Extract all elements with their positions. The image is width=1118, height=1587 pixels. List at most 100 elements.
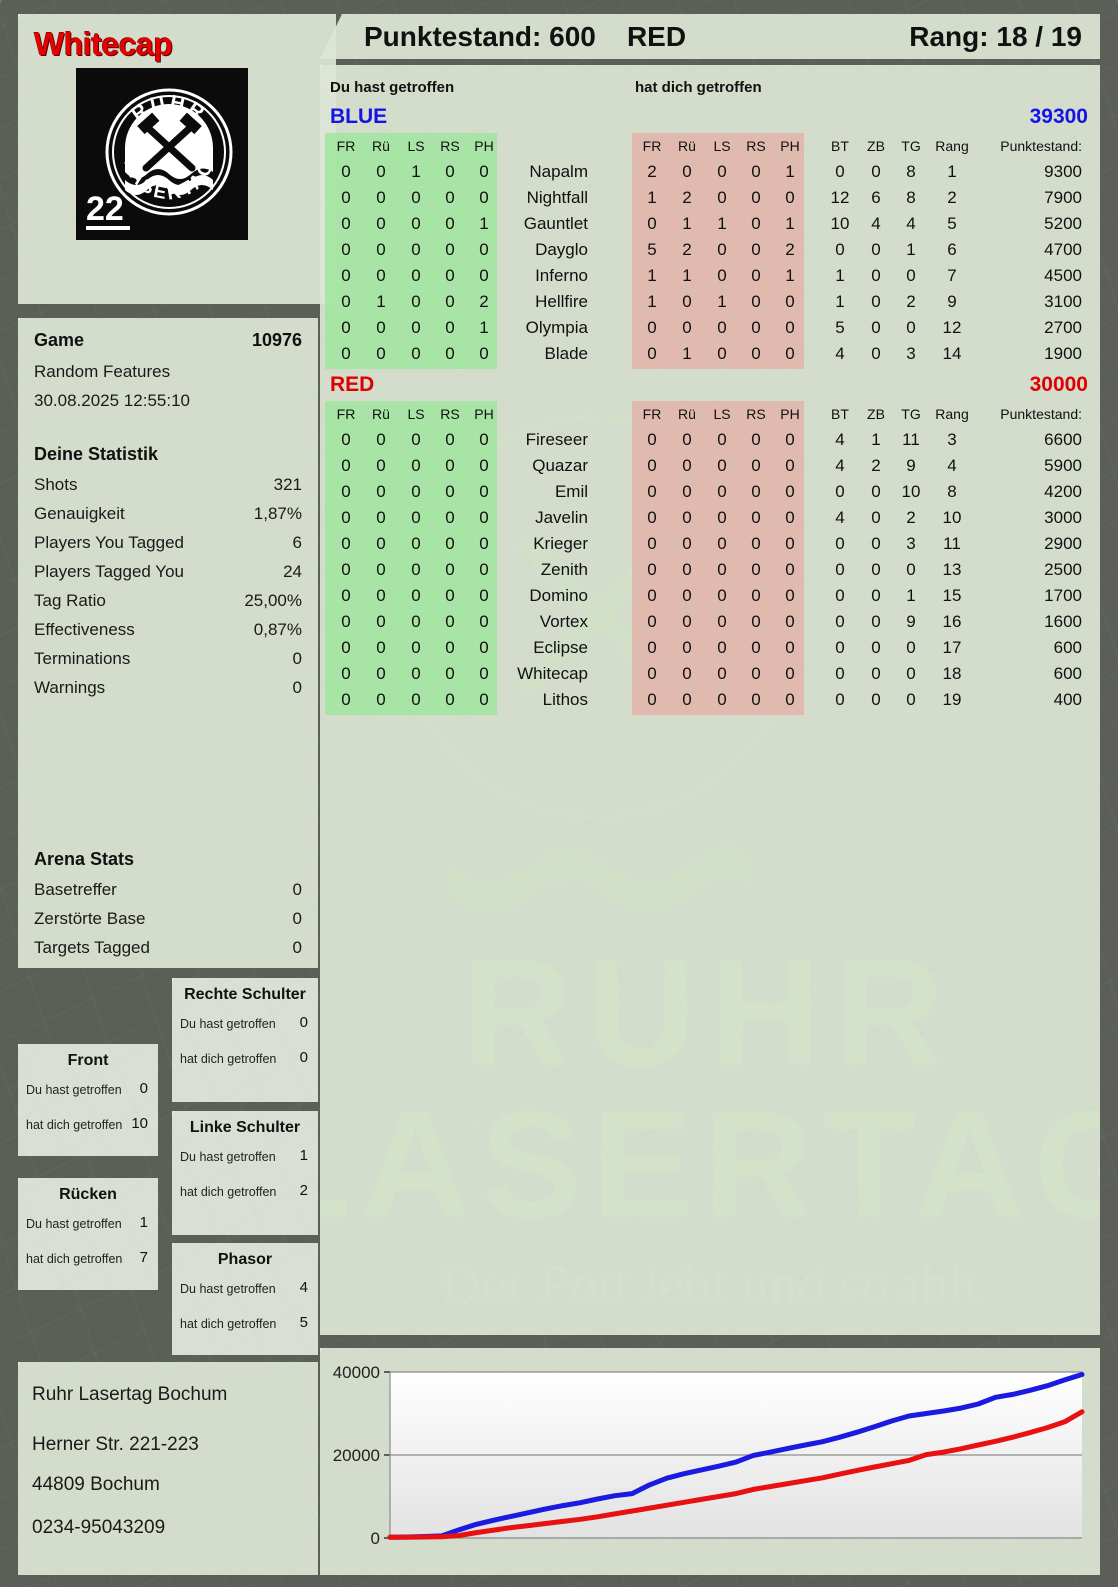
body-part-box-ruecken: Rücken Du hast getroffen 1 hat dich getroff… [18, 1178, 158, 1290]
table-row[interactable]: 0 0 0 0 0 Zenith 0 0 0 0 0 0 0 0 13 2500 [320, 557, 1100, 583]
cell-Rang: 3 [947, 430, 957, 449]
table-row[interactable]: 0 0 0 0 0 Quazar 0 0 0 0 0 4 2 9 4 5900 [320, 453, 1100, 479]
cell-you-LS: 0 [411, 638, 421, 657]
table-row[interactable]: 0 0 0 0 0 Eclipse 0 0 0 0 0 0 0 0 17 600 [320, 635, 1100, 661]
table-row[interactable]: 0 0 0 0 0 Domino 0 0 0 0 0 0 0 1 15 1700 [320, 583, 1100, 609]
cell-Rang: 10 [942, 508, 962, 527]
player-name: Fireseer [525, 430, 588, 449]
cell-TG: 2 [906, 508, 916, 527]
cell-you-PH: 0 [479, 534, 489, 553]
table-row[interactable]: 0 0 0 0 0 Fireseer 0 0 0 0 0 4 1 11 3 6600 [320, 427, 1100, 453]
your-stat-value: 0,87% [253, 620, 302, 639]
cell-you-Rü: 0 [376, 188, 386, 207]
cell-BT: 4 [835, 430, 845, 449]
your-stat-value: 321 [273, 475, 302, 494]
player-header-panel: Whitecap RUHR [18, 14, 336, 304]
player-name: Vortex [539, 612, 588, 631]
col-header-you-PH: PH [474, 406, 494, 422]
cell-them-PH: 1 [785, 162, 795, 181]
cell-them-FR: 0 [647, 344, 657, 363]
cell-you-RS: 0 [445, 586, 455, 605]
club-logo: RUHR LASERTAG 22 [76, 68, 248, 240]
cell-you-PH: 2 [479, 292, 489, 311]
cell-you-FR: 0 [341, 690, 351, 709]
cell-you-Rü: 0 [376, 456, 386, 475]
cell-you-RS: 0 [445, 214, 455, 233]
chart-svg: 0 20000 40000 [333, 1363, 1085, 1548]
table-row[interactable]: 0 0 0 0 1 Olympia 0 0 0 0 0 5 0 0 12 2700 [320, 315, 1100, 341]
cell-you-RS: 0 [445, 508, 455, 527]
table-row[interactable]: 0 0 0 0 1 Gauntlet 0 1 1 0 1 10 4 4 5 5200 [320, 211, 1100, 237]
your-stat-label: Terminations [34, 649, 131, 668]
table-row[interactable]: 0 0 1 0 0 Napalm 2 0 0 0 1 0 0 8 1 9300 [320, 159, 1100, 185]
cell-score: 1600 [1044, 612, 1082, 631]
col-header-them-PH: PH [780, 406, 800, 422]
table-row[interactable]: 0 0 0 0 0 Whitecap 0 0 0 0 0 0 0 0 18 600 [320, 661, 1100, 687]
table-row[interactable]: 0 0 0 0 0 Lithos 0 0 0 0 0 0 0 0 19 400 [320, 687, 1100, 713]
table-row[interactable]: 0 0 0 0 0 Dayglo 5 2 0 0 2 0 0 1 6 4700 [320, 237, 1100, 263]
your-stat-label: Players You Tagged [34, 533, 184, 552]
game-id: 10976 [251, 330, 302, 350]
cell-them-PH: 0 [785, 344, 795, 363]
cell-you-Rü: 0 [376, 430, 386, 449]
cell-TG: 8 [906, 188, 916, 207]
table-row[interactable]: 0 0 0 0 0 Javelin 0 0 0 0 0 4 0 2 10 3000 [320, 505, 1100, 531]
cell-them-PH: 0 [785, 638, 795, 657]
cell-them-FR: 5 [647, 240, 657, 259]
cell-Rang: 7 [947, 266, 957, 285]
watermark-word1: RUHR [462, 928, 957, 1098]
cell-you-LS: 0 [411, 214, 421, 233]
cell-you-FR: 0 [341, 266, 351, 285]
table-row[interactable]: 0 0 0 0 0 Krieger 0 0 0 0 0 0 0 3 11 2900 [320, 531, 1100, 557]
cell-them-Rü: 0 [682, 638, 692, 657]
col-header-you-RS: RS [440, 406, 460, 422]
col-header-them-FR: FR [642, 406, 662, 422]
table-row[interactable]: 0 0 0 0 0 Emil 0 0 0 0 0 0 0 10 8 4200 [320, 479, 1100, 505]
cell-you-PH: 0 [479, 162, 489, 181]
team-total-blue: 39300 [1029, 105, 1088, 128]
chart-ytick-label: 20000 [333, 1446, 380, 1465]
stats-panel: Game 10976 Random Features 30.08.2025 12… [18, 318, 318, 968]
cell-them-PH: 0 [785, 586, 795, 605]
team-name-blue: BLUE [330, 105, 388, 128]
cell-them-RS: 0 [751, 560, 761, 579]
cell-them-LS: 1 [717, 214, 727, 233]
table-row[interactable]: 0 0 0 0 0 Vortex 0 0 0 0 0 0 0 9 16 1600 [320, 609, 1100, 635]
cell-you-LS: 0 [411, 292, 421, 311]
body-part-box-linke-schulter: Linke Schulter Du hast getroffen 1 hat dich… [172, 1111, 318, 1235]
cell-you-LS: 0 [411, 586, 421, 605]
cell-you-PH: 0 [479, 638, 489, 657]
cell-them-Rü: 0 [682, 482, 692, 501]
table-row[interactable]: 0 0 0 0 0 Blade 0 1 0 0 0 4 0 3 14 1900 [320, 341, 1100, 367]
arena-stat-label: Zerstörte Base [34, 909, 146, 928]
cell-ZB: 0 [871, 690, 881, 709]
cell-them-LS: 0 [717, 482, 727, 501]
cell-Rang: 9 [947, 292, 957, 311]
body-part-title: Rücken [59, 1186, 117, 1203]
arena-stat-value: 0 [292, 909, 302, 928]
cell-score: 2700 [1044, 318, 1082, 337]
your-stat-value: 6 [292, 533, 302, 552]
cell-you-FR: 0 [341, 344, 351, 363]
cell-score: 7900 [1044, 188, 1082, 207]
cell-TG: 0 [906, 266, 916, 285]
cell-score: 2900 [1044, 534, 1082, 553]
cell-them-RS: 0 [751, 266, 761, 285]
cell-Rang: 8 [947, 482, 957, 501]
cell-ZB: 0 [871, 508, 881, 527]
cell-them-RS: 0 [751, 318, 761, 337]
your-stat-value: 0 [292, 649, 302, 668]
cell-BT: 0 [835, 690, 845, 709]
game-title: Game [34, 330, 85, 350]
player-name: Krieger [533, 534, 588, 553]
table-row[interactable]: 0 0 0 0 0 Inferno 1 1 0 0 1 1 0 0 7 4500 [320, 263, 1100, 289]
table-row[interactable]: 0 1 0 0 2 Hellfire 1 0 1 0 0 1 0 2 9 3100 [320, 289, 1100, 315]
table-row[interactable]: 0 0 0 0 0 Nightfall 1 2 0 0 0 12 6 8 2 7900 [320, 185, 1100, 211]
watermark-tagline: Der Pott lebt und strahlt [441, 1254, 980, 1316]
cell-them-PH: 0 [785, 612, 795, 631]
cell-BT: 4 [835, 456, 845, 475]
cell-you-LS: 0 [411, 664, 421, 683]
cell-you-LS: 0 [411, 456, 421, 475]
cell-TG: 11 [902, 430, 920, 449]
cell-score: 1900 [1044, 344, 1082, 363]
